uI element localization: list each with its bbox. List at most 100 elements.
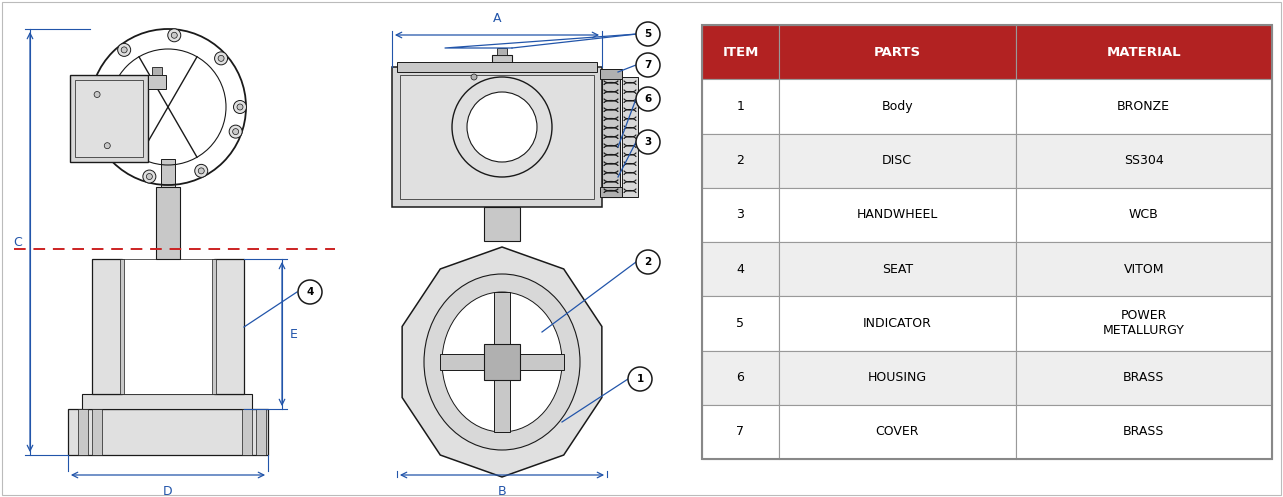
Text: VITOM: VITOM — [1124, 262, 1164, 276]
Bar — [702, 242, 779, 296]
Bar — [121, 259, 124, 394]
Bar — [779, 296, 1016, 350]
Bar — [702, 405, 779, 459]
Text: POWER
METALLURGY: POWER METALLURGY — [1103, 309, 1184, 337]
Circle shape — [171, 32, 177, 38]
Bar — [1016, 79, 1271, 134]
Bar — [78, 409, 89, 455]
Bar — [71, 75, 148, 162]
Bar — [602, 77, 620, 197]
Bar — [779, 405, 1016, 459]
Text: BRASS: BRASS — [1123, 425, 1165, 438]
Circle shape — [234, 100, 246, 113]
Bar — [702, 25, 779, 79]
Bar — [151, 67, 162, 75]
Circle shape — [195, 165, 208, 177]
Ellipse shape — [443, 292, 562, 432]
Text: HANDWHEEL: HANDWHEEL — [857, 208, 938, 221]
Text: BRONZE: BRONZE — [1117, 100, 1170, 113]
Circle shape — [94, 91, 100, 97]
Bar — [92, 259, 122, 394]
Circle shape — [214, 52, 227, 65]
Text: INDICATOR: INDICATOR — [862, 317, 931, 330]
Text: 6: 6 — [644, 94, 652, 104]
Text: E: E — [290, 328, 298, 340]
Circle shape — [121, 47, 127, 53]
Text: SEAT: SEAT — [881, 262, 912, 276]
Text: 1: 1 — [736, 100, 744, 113]
Text: SS304: SS304 — [1124, 154, 1164, 167]
Bar — [600, 187, 622, 197]
Bar — [702, 350, 779, 405]
Bar — [1016, 296, 1271, 350]
Text: 7: 7 — [736, 425, 744, 438]
Bar — [242, 409, 251, 455]
Bar — [779, 79, 1016, 134]
Bar — [702, 296, 779, 350]
Bar — [484, 207, 520, 241]
Circle shape — [636, 250, 659, 274]
Bar — [1016, 350, 1271, 405]
Bar — [1016, 134, 1271, 188]
Circle shape — [168, 29, 181, 42]
Bar — [779, 350, 1016, 405]
Text: COVER: COVER — [875, 425, 919, 438]
Circle shape — [237, 104, 242, 110]
Circle shape — [118, 43, 131, 56]
Circle shape — [298, 280, 322, 304]
Text: 2: 2 — [736, 154, 744, 167]
Text: D: D — [163, 485, 173, 497]
Bar — [1016, 25, 1271, 79]
Circle shape — [467, 92, 538, 162]
Bar — [494, 292, 511, 432]
Circle shape — [636, 22, 659, 46]
Circle shape — [199, 168, 204, 174]
Circle shape — [452, 77, 552, 177]
Text: 5: 5 — [644, 29, 652, 39]
Text: 5: 5 — [736, 317, 744, 330]
Bar — [214, 259, 244, 394]
Bar — [157, 187, 180, 259]
Text: 2: 2 — [644, 257, 652, 267]
Ellipse shape — [423, 274, 580, 450]
Bar — [212, 259, 216, 394]
Bar — [484, 344, 520, 380]
Bar — [92, 409, 103, 455]
Text: DISC: DISC — [883, 154, 912, 167]
Bar — [497, 48, 507, 55]
Text: BRASS: BRASS — [1123, 371, 1165, 384]
Bar — [148, 75, 166, 89]
Bar — [68, 409, 268, 455]
Bar — [440, 354, 565, 370]
Circle shape — [636, 53, 659, 77]
Circle shape — [104, 143, 110, 149]
Bar — [779, 242, 1016, 296]
Bar — [702, 134, 779, 188]
Bar — [393, 67, 602, 207]
Bar — [1016, 405, 1271, 459]
Bar — [160, 159, 174, 187]
Circle shape — [230, 125, 242, 138]
Circle shape — [636, 130, 659, 154]
Bar — [779, 25, 1016, 79]
Text: Body: Body — [881, 100, 913, 113]
Text: A: A — [493, 12, 502, 25]
Bar — [74, 80, 142, 157]
Circle shape — [627, 367, 652, 391]
Text: B: B — [498, 485, 507, 497]
Circle shape — [218, 55, 225, 61]
Bar — [779, 188, 1016, 242]
Text: PARTS: PARTS — [874, 46, 921, 59]
Text: MATERIAL: MATERIAL — [1106, 46, 1182, 59]
Bar — [122, 259, 214, 394]
Bar — [600, 69, 622, 79]
Bar — [491, 55, 512, 67]
Circle shape — [142, 170, 155, 183]
Bar — [1016, 242, 1271, 296]
Text: 7: 7 — [644, 60, 652, 70]
Text: ITEM: ITEM — [722, 46, 758, 59]
Text: 4: 4 — [307, 287, 313, 297]
Bar — [396, 62, 597, 72]
Text: WCB: WCB — [1129, 208, 1159, 221]
Bar — [702, 25, 1271, 459]
